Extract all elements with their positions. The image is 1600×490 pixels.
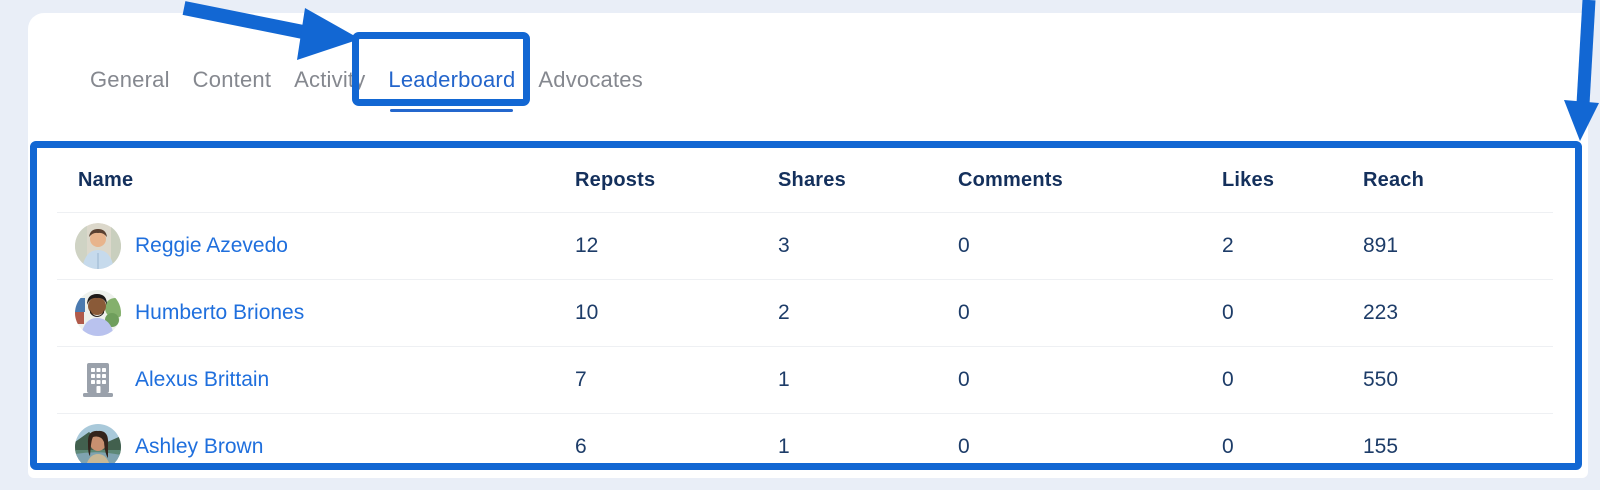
shares-value: 3 bbox=[778, 234, 790, 257]
likes-value: 0 bbox=[1222, 301, 1234, 324]
column-header-reach: Reach bbox=[1363, 168, 1425, 191]
reach-value: 223 bbox=[1363, 301, 1399, 324]
shares-value: 2 bbox=[778, 301, 790, 324]
leaderboard-table: Name Reposts Shares Comments Likes Reach… bbox=[30, 141, 1582, 470]
avatar bbox=[75, 223, 121, 269]
building-icon bbox=[75, 357, 121, 403]
tab-leaderboard-label: Leaderboard bbox=[388, 67, 516, 92]
reach-value: 550 bbox=[1363, 368, 1399, 391]
name-cell: Reggie Azevedo bbox=[37, 223, 575, 269]
tab-advocates[interactable]: Advocates bbox=[538, 67, 643, 92]
comments-value: 0 bbox=[958, 368, 970, 391]
table-row: Ashley Brown 6 1 0 0 155 bbox=[37, 414, 1575, 463]
avatar bbox=[75, 424, 121, 463]
likes-value: 2 bbox=[1222, 234, 1234, 257]
table-row: Humberto Briones 10 2 0 0 223 bbox=[37, 280, 1575, 346]
table-row: Alexus Brittain 7 1 0 0 550 bbox=[37, 347, 1575, 413]
reach-value: 155 bbox=[1363, 435, 1399, 458]
reposts-value: 10 bbox=[575, 301, 599, 324]
tab-content[interactable]: Content bbox=[192, 67, 272, 92]
reach-value: 891 bbox=[1363, 234, 1399, 257]
advocate-name-link[interactable]: Reggie Azevedo bbox=[135, 234, 288, 257]
active-tab-underline bbox=[390, 109, 514, 112]
advocate-name-link[interactable]: Alexus Brittain bbox=[135, 368, 270, 391]
reposts-value: 7 bbox=[575, 368, 587, 391]
advocate-name-link[interactable]: Ashley Brown bbox=[135, 435, 264, 458]
column-header-name: Name bbox=[78, 168, 134, 191]
table-header-row: Name Reposts Shares Comments Likes Reach bbox=[37, 148, 1575, 212]
avatar bbox=[75, 290, 121, 336]
column-header-comments: Comments bbox=[958, 168, 1063, 191]
name-cell: Alexus Brittain bbox=[37, 357, 575, 403]
row-divider bbox=[57, 346, 1553, 347]
row-divider bbox=[57, 212, 1553, 213]
tab-activity[interactable]: Activity bbox=[294, 67, 366, 92]
column-header-shares: Shares bbox=[778, 168, 846, 191]
reposts-value: 12 bbox=[575, 234, 599, 257]
column-header-likes: Likes bbox=[1222, 168, 1275, 191]
table-row: Reggie Azevedo 12 3 0 2 891 bbox=[37, 213, 1575, 279]
reposts-value: 6 bbox=[575, 435, 587, 458]
tab-bar: General Content Activity Leaderboard Adv… bbox=[90, 65, 643, 112]
row-divider bbox=[57, 413, 1553, 414]
row-divider bbox=[57, 279, 1553, 280]
likes-value: 0 bbox=[1222, 435, 1234, 458]
tab-general[interactable]: General bbox=[90, 67, 170, 92]
comments-value: 0 bbox=[958, 234, 970, 257]
comments-value: 0 bbox=[958, 301, 970, 324]
column-header-reposts: Reposts bbox=[575, 168, 656, 191]
name-cell: Humberto Briones bbox=[37, 290, 575, 336]
comments-value: 0 bbox=[958, 435, 970, 458]
advocate-name-link[interactable]: Humberto Briones bbox=[135, 301, 305, 324]
name-cell: Ashley Brown bbox=[37, 424, 575, 463]
shares-value: 1 bbox=[778, 368, 790, 391]
shares-value: 1 bbox=[778, 435, 790, 458]
tab-leaderboard[interactable]: Leaderboard bbox=[388, 65, 516, 112]
likes-value: 0 bbox=[1222, 368, 1234, 391]
